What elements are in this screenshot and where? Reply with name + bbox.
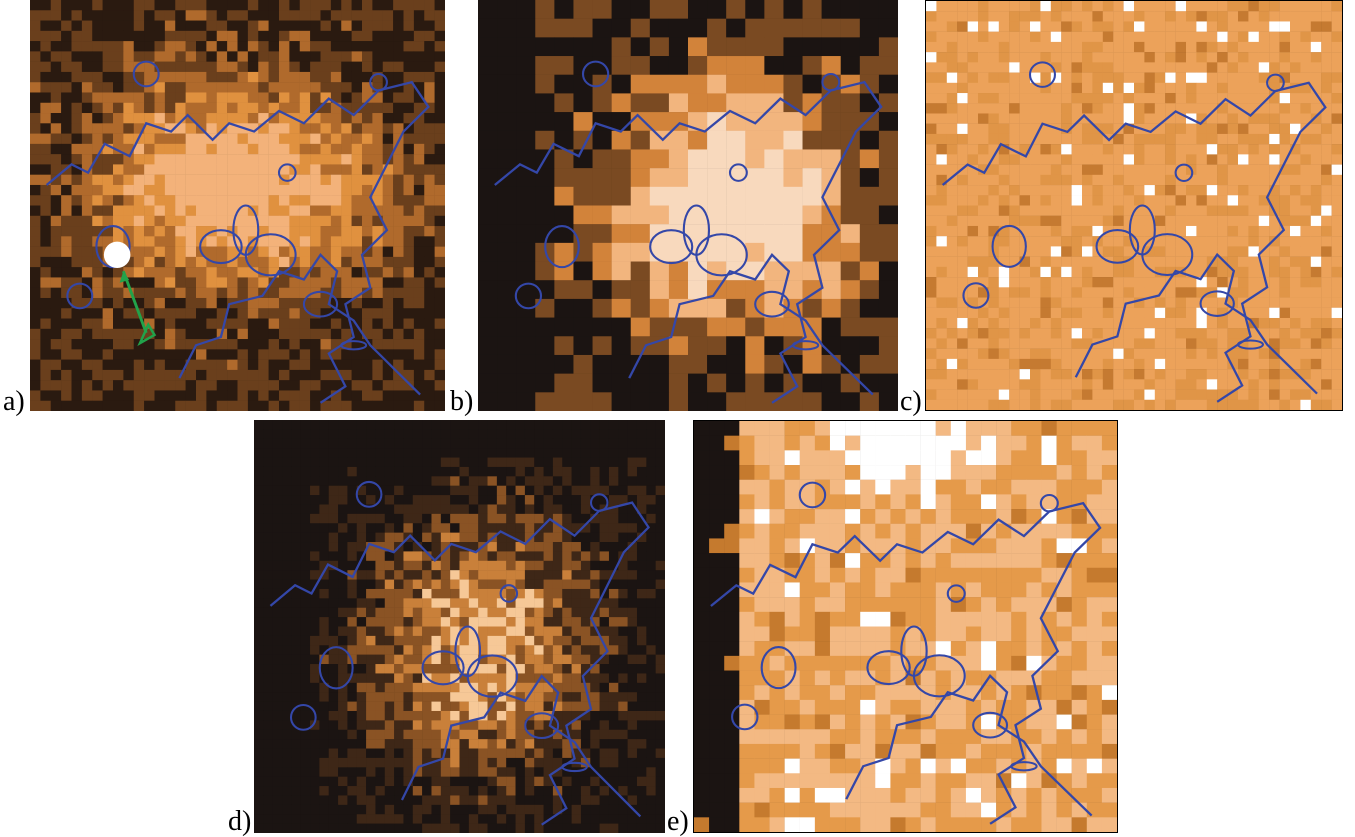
contour-loop <box>1266 73 1285 93</box>
arrow-triangle-marker <box>137 322 157 347</box>
contour-line <box>628 253 874 396</box>
arrow-line <box>122 270 148 334</box>
contour-loop <box>1095 229 1140 264</box>
contour-loop <box>972 711 1009 739</box>
contour-loop <box>1236 339 1264 350</box>
image-panel-e <box>693 420 1118 833</box>
contour-loop <box>289 703 317 731</box>
contour-loop <box>728 163 748 182</box>
image-panel-d-canvas <box>254 420 665 833</box>
contour-loop <box>731 703 759 731</box>
contour-loop <box>561 761 588 773</box>
contour-loop <box>544 225 580 269</box>
contour-loop <box>866 650 911 686</box>
contour-loop <box>318 646 354 690</box>
image-panel-c-canvas <box>926 1 1342 410</box>
panel-d-label: d) <box>228 806 252 837</box>
contour-loop <box>1010 761 1038 772</box>
contour-loop <box>946 584 966 603</box>
image-panel-d <box>254 420 665 833</box>
panel-c-label: c) <box>900 386 922 417</box>
image-panel-a-canvas <box>30 0 445 411</box>
contour-loop <box>1174 163 1194 182</box>
contour-loop <box>199 229 243 265</box>
contour-loop <box>421 650 465 686</box>
contour-loop <box>754 290 790 318</box>
contour-loop <box>355 480 383 508</box>
contour-line <box>400 674 642 818</box>
contour-loop <box>369 72 388 92</box>
contour-loop <box>1199 290 1235 317</box>
image-panel-a <box>30 0 445 411</box>
contour-loop <box>302 290 339 318</box>
arrow-head <box>119 271 130 283</box>
contour-loop <box>1028 61 1056 88</box>
contour-loop <box>791 340 820 351</box>
contour-line <box>178 253 421 396</box>
contour-line <box>710 501 1102 825</box>
contour-loop <box>340 340 368 351</box>
contour-loop <box>244 233 297 277</box>
contour-loop <box>132 60 160 88</box>
contour-line <box>45 80 430 404</box>
contour-line <box>1074 252 1318 395</box>
contour-loop <box>821 72 841 92</box>
contour-loop <box>798 481 827 509</box>
image-panel-b-canvas <box>478 0 898 411</box>
image-panel-e-canvas <box>694 421 1117 832</box>
image-panel-c <box>925 0 1343 411</box>
panel-e-label: e) <box>667 806 689 837</box>
contour-loop <box>912 654 966 698</box>
contour-loop <box>66 282 94 310</box>
contour-loop <box>1141 233 1194 277</box>
contour-loop <box>760 646 797 690</box>
contour-loop <box>466 654 519 698</box>
contour-loop <box>1039 493 1059 513</box>
contour-loop <box>589 493 609 512</box>
image-panel-b <box>478 0 898 411</box>
contour-line <box>941 81 1327 403</box>
panel-a-label: a) <box>3 386 25 417</box>
contour-loop <box>499 584 519 603</box>
contour-loop <box>524 712 560 740</box>
contour-loop <box>695 233 748 277</box>
panel-b-label: b) <box>450 386 474 417</box>
contour-loop <box>962 282 990 309</box>
contour-line <box>494 80 883 404</box>
contour-loop <box>991 224 1027 268</box>
contour-loop <box>277 163 297 182</box>
bright-source-marker <box>103 241 131 268</box>
contour-loop <box>581 60 610 88</box>
contour-loop <box>649 229 694 265</box>
contour-line <box>845 674 1093 817</box>
contour-line <box>269 501 651 826</box>
contour-loop <box>514 282 543 310</box>
